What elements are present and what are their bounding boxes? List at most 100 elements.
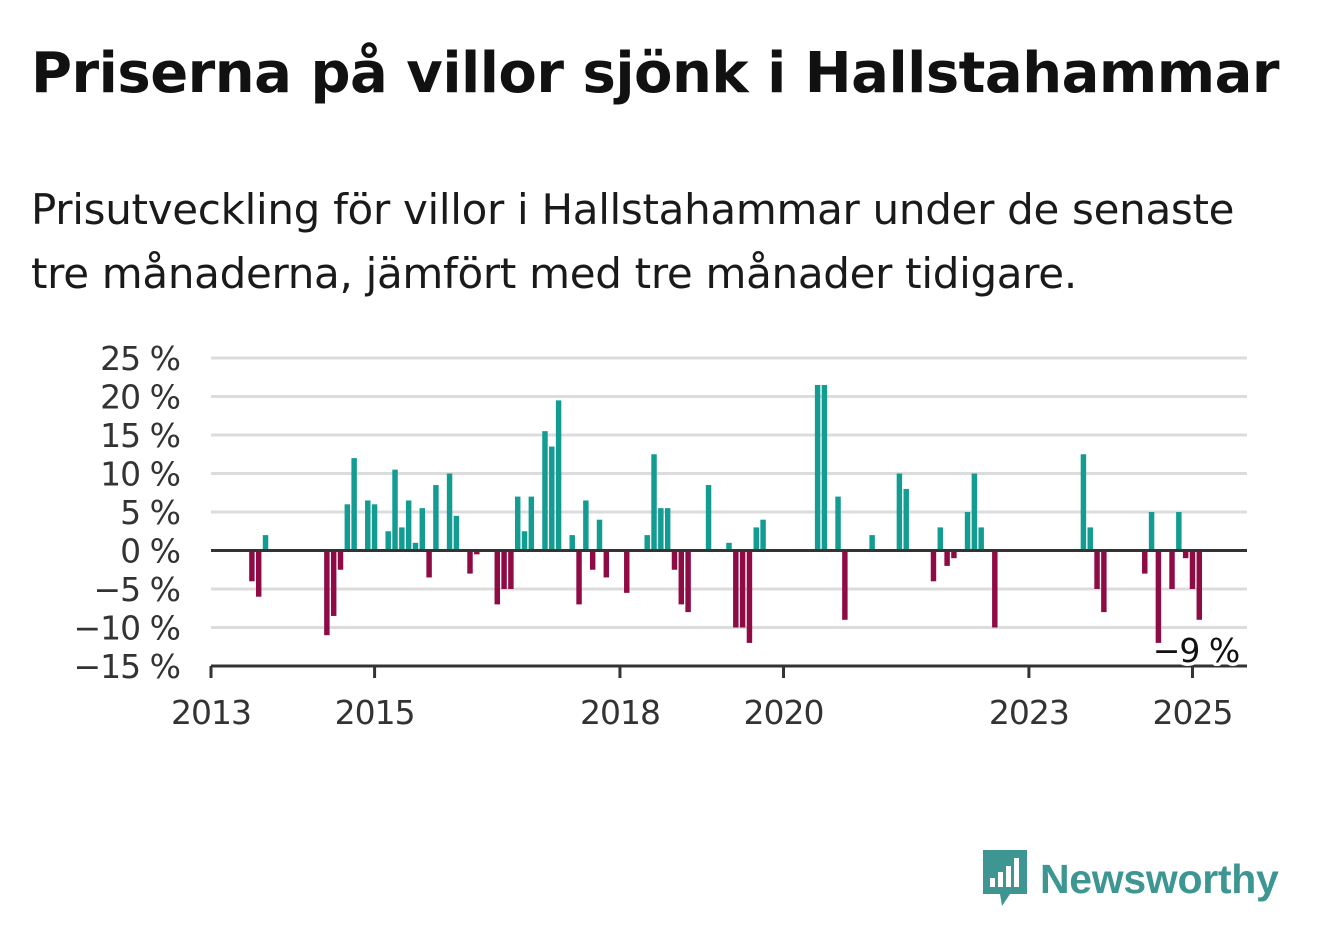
bar (658, 508, 664, 551)
bar (685, 550, 691, 613)
bar (1169, 550, 1175, 589)
bar (603, 550, 610, 578)
bar (821, 384, 828, 551)
x-tick-label: 2025 (1152, 693, 1232, 732)
bars (249, 384, 1203, 643)
bar (971, 473, 978, 551)
x-tick-label: 2020 (744, 693, 824, 732)
bar (555, 400, 562, 551)
bar (596, 519, 603, 551)
bar (262, 535, 269, 551)
chart-title: Priserna på villor sjönk i Hallstahammar (31, 41, 1279, 106)
bar (528, 496, 535, 551)
bar (1101, 550, 1107, 613)
bar (664, 508, 671, 551)
y-tick-label: 20 % (100, 378, 180, 417)
bar (644, 535, 650, 551)
x-tick-label: 2013 (171, 693, 251, 732)
bar (903, 488, 909, 551)
newsworthy-chart-icon (983, 850, 1027, 906)
bar (964, 512, 971, 551)
bar (501, 550, 507, 589)
value-labels: −9 % (1149, 627, 1244, 673)
chart-subtitle: Prisutveckling för villor i Hallstahamma… (31, 185, 1235, 298)
bar (589, 550, 596, 570)
y-tick-label: 15 % (100, 416, 180, 455)
x-axis-tick-labels: 2013 2015 2018 2020 2023 2025 (171, 693, 1233, 732)
bar (944, 550, 950, 566)
y-tick-label: −15 % (74, 647, 181, 686)
brand-name: Newsworthy (1040, 855, 1279, 902)
bar (508, 550, 514, 589)
bar (814, 384, 821, 551)
bar (1182, 550, 1189, 559)
x-tick-label: 2023 (989, 693, 1069, 732)
bar (514, 496, 521, 551)
bar (474, 550, 480, 555)
y-tick-label: 25 % (100, 339, 180, 378)
x-tick-label: 2015 (335, 693, 415, 732)
bar (1080, 454, 1087, 551)
bar (337, 550, 344, 570)
bar (842, 550, 848, 620)
bar (371, 504, 378, 551)
newsworthy-logo: Newsworthy (980, 848, 1279, 910)
bar (494, 550, 500, 605)
bar (583, 500, 589, 551)
bar (896, 473, 903, 551)
y-axis-tick-labels: 25 %20 %15 %10 %5 %0 %−5 %−10 %−15 % (74, 339, 182, 686)
bar-chart: 25 %20 %15 %10 %5 %0 %−5 %−10 %−15 % 201… (74, 339, 1247, 732)
bar (419, 508, 426, 551)
y-tick-label: −10 % (74, 609, 181, 648)
bar (951, 550, 957, 559)
bar (869, 535, 875, 551)
bar (1189, 550, 1196, 589)
y-tick-label: 5 % (120, 493, 180, 532)
bar (992, 550, 998, 628)
bar (705, 485, 712, 551)
bar (330, 550, 337, 616)
bar (1142, 550, 1148, 574)
x-tick-label: 2018 (580, 693, 660, 732)
bar (453, 515, 460, 551)
bar (671, 550, 678, 570)
bar (753, 527, 759, 551)
bar (937, 527, 944, 551)
axes (209, 549, 1247, 678)
bar (446, 473, 453, 551)
bar (746, 550, 753, 643)
bar (549, 446, 555, 551)
bar (624, 550, 630, 593)
gridlines (211, 356, 1247, 629)
bar (392, 469, 398, 551)
y-tick-label: 10 % (100, 455, 180, 494)
bar (651, 454, 657, 551)
bar (405, 500, 412, 551)
bar (1094, 550, 1100, 589)
bar (678, 550, 685, 605)
bar (835, 496, 841, 551)
bar (1196, 550, 1203, 620)
bar (351, 458, 357, 551)
bar (930, 550, 937, 582)
bar (344, 504, 351, 551)
bar (412, 542, 419, 551)
bar (1148, 512, 1155, 551)
last-value-label: −9 % (1153, 631, 1240, 670)
bar (1155, 550, 1162, 643)
bar (255, 550, 262, 597)
y-tick-label: −5 % (94, 570, 181, 609)
bar (760, 519, 766, 551)
bar (365, 500, 371, 551)
bar (324, 550, 330, 636)
bar (433, 485, 439, 551)
bar (569, 535, 575, 551)
bar (1176, 512, 1182, 551)
bar (521, 531, 528, 551)
bar (249, 550, 255, 582)
bar (385, 531, 391, 551)
bar (726, 542, 732, 551)
bar (426, 550, 432, 578)
bar (542, 431, 548, 551)
bar (1087, 527, 1093, 551)
